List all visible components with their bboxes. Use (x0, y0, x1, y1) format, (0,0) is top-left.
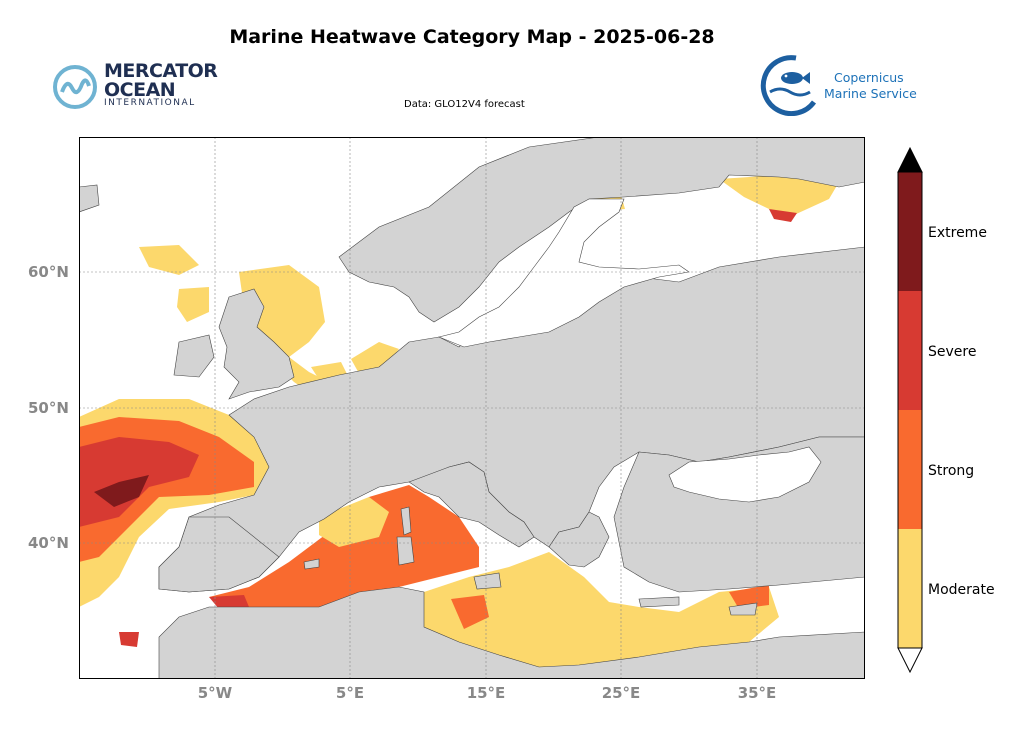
data-source-caption: Data: GLO12V4 forecast (404, 99, 525, 110)
copernicus-marine-logo: Copernicus Marine Service (756, 52, 926, 116)
mercator-ocean-logo: MERCATOR OCEAN INTERNATIONAL (52, 60, 222, 114)
lon-label-35e: 35°E (737, 684, 777, 702)
colorbar-label-moderate: Moderate (928, 582, 995, 598)
map-title: Marine Heatwave Category Map - 2025-06-2… (229, 26, 715, 48)
logo-left-line3: INTERNATIONAL (104, 98, 196, 108)
colorbar-strong (898, 410, 922, 529)
land-masses (79, 137, 865, 679)
colorbar-frame (897, 171, 923, 649)
colorbar-moderate (898, 529, 922, 648)
lat-label-50n: 50°N (28, 399, 69, 417)
inland-seas (438, 198, 822, 503)
lat-label-60n: 60°N (28, 263, 69, 281)
colorbar-extreme (898, 172, 922, 291)
copernicus-fish-icon (760, 55, 817, 116)
lon-label-25e: 25°E (601, 684, 641, 702)
lon-label-5w: 5°W (197, 684, 233, 702)
logo-left-line1: MERCATOR (104, 60, 218, 82)
heatwave-map (79, 137, 865, 679)
map-frame (79, 137, 865, 679)
lat-label-40n: 40°N (28, 534, 69, 552)
logo-right-line2: Marine Service (824, 86, 917, 101)
colorbar-label-strong: Strong (928, 463, 975, 479)
colorbar-label-extreme: Extreme (928, 225, 987, 241)
colorbar-over-triangle (897, 146, 923, 173)
graticule (79, 137, 865, 679)
logo-right-line1: Copernicus (834, 70, 904, 85)
category-colorbar (897, 146, 923, 674)
heatwave-zones (79, 175, 839, 667)
logo-left-line2: OCEAN (104, 79, 176, 101)
colorbar-label-severe: Severe (928, 344, 977, 360)
colorbar-under-triangle (897, 647, 923, 674)
mercator-wave-icon (53, 65, 97, 109)
lon-label-5e: 5°E (335, 684, 365, 702)
lon-label-15e: 15°E (466, 684, 506, 702)
colorbar-severe (898, 291, 922, 410)
